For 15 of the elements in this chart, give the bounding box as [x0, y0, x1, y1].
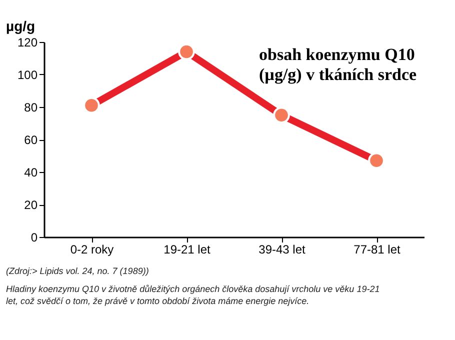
y-tick-label: 100 — [17, 68, 38, 82]
y-tick-label: 0 — [30, 230, 38, 244]
x-tick-label: 19-21 let — [164, 242, 212, 256]
y-tick-label: 120 — [17, 36, 38, 50]
y-tick-label: 20 — [24, 198, 38, 212]
x-tick-label: 0-2 roky — [70, 242, 114, 256]
y-axis-title: µg/g — [6, 18, 36, 34]
x-tick-label: 77-81 let — [354, 242, 402, 256]
y-tick-label: 60 — [24, 133, 38, 147]
text: (Zdroj:> Lipids vol. 24, no. 7 (1989)) — [6, 266, 149, 276]
x-tick-label: 39-43 let — [258, 242, 306, 256]
y-tick-label: 80 — [24, 100, 38, 114]
text: Hladiny koenzymu Q10 v životně důležitých orgánech člověka dosahují vrcholu ve věku 19-21 let, což svědčí o tom, že právě v tomto období života máme energie nejvíce. — [6, 284, 380, 306]
y-tick-label: 40 — [24, 166, 38, 180]
text: obsah koenzymu Q10 (µg/g) v tkáních srdce — [259, 45, 418, 84]
